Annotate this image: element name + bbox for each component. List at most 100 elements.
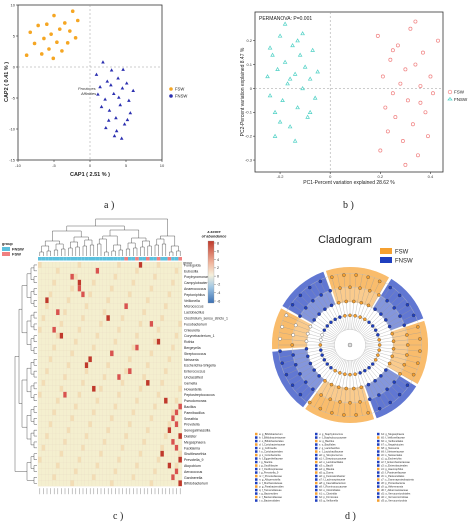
- clade-node: [320, 333, 324, 337]
- heatmap-cell: [113, 433, 118, 440]
- heatmap-cell: [70, 462, 75, 469]
- heatmap-cell: [163, 356, 168, 363]
- heatmap-cell: [127, 309, 132, 316]
- heatmap-cell: [63, 403, 67, 410]
- heatmap-cell: [131, 379, 136, 387]
- clade-node: [367, 320, 371, 325]
- heatmap-cell: [131, 391, 136, 398]
- clade-key-entry: d2: c_Verrucomicrobiae: [381, 495, 409, 499]
- heatmap-cell: [70, 356, 75, 363]
- heatmap-cell: [120, 391, 125, 398]
- heatmap-cell: [37, 444, 42, 451]
- heatmap-cell: [131, 397, 136, 404]
- heatmap-cell: [37, 320, 42, 328]
- heatmap-cell: [167, 362, 172, 369]
- heatmap-cell: [99, 332, 103, 339]
- heatmap-cell: [153, 462, 157, 469]
- heatmap-cell: [142, 273, 147, 280]
- panel-c-row-label: Clostridium_sensu_stricto_1: [184, 317, 228, 321]
- panel-c-legend-tick: -4: [217, 291, 220, 295]
- heatmap-cell: [149, 303, 154, 310]
- heatmap-cell: [138, 297, 143, 304]
- heatmap-cell: [153, 456, 157, 463]
- heatmap-cell: [99, 350, 103, 357]
- clade-key-entry: f: o_Coriobacteriales: [259, 450, 283, 454]
- panel-b-point-fsw: [420, 50, 425, 55]
- heatmap-cell: [178, 374, 183, 381]
- heatmap-cell: [120, 450, 125, 457]
- panel-b-ytick: 0: [250, 86, 253, 91]
- heatmap-cell: [77, 291, 82, 298]
- heatmap-cell: [124, 421, 129, 428]
- heatmap-cell: [81, 474, 85, 481]
- heatmap-cell: [95, 421, 100, 428]
- panel-c-group-cell: [99, 257, 103, 261]
- heatmap-cell: [66, 427, 71, 434]
- heatmap-cell: [135, 356, 139, 363]
- heatmap-cell: [66, 433, 71, 440]
- heatmap-cell: [113, 297, 118, 304]
- heatmap-cell: [88, 427, 93, 434]
- heatmap-cell: [55, 314, 60, 322]
- heatmap-cell: [153, 285, 157, 292]
- heatmap-cell: [102, 462, 107, 469]
- heatmap-cell: [73, 468, 78, 475]
- heatmap-cell: [124, 309, 129, 316]
- heatmap-cell: [127, 350, 132, 357]
- clade-node: [354, 273, 358, 277]
- heatmap-cell: [81, 480, 85, 487]
- panel-c-row-label: Veillonella: [184, 299, 200, 303]
- heatmap-cell: [167, 450, 172, 457]
- heatmap-cell: [48, 427, 53, 434]
- heatmap-cell: [81, 427, 85, 434]
- heatmap-cell: [160, 338, 165, 345]
- heatmap-cell: [153, 444, 157, 451]
- heatmap-cell: [124, 385, 129, 392]
- heatmap-cell: [109, 474, 114, 481]
- clade-node: [370, 362, 375, 366]
- heatmap-cell: [63, 344, 67, 351]
- heatmap-cell: [41, 379, 46, 387]
- heatmap-cell: [142, 344, 147, 351]
- heatmap-cell: [163, 350, 168, 357]
- heatmap-cell: [84, 338, 89, 345]
- heatmap-cell: [52, 309, 57, 316]
- heatmap-cell: [45, 326, 49, 333]
- heatmap-cell: [95, 320, 100, 328]
- heatmap-cell: [37, 338, 42, 345]
- heatmap-cell: [106, 320, 111, 328]
- heatmap-cell: [59, 261, 64, 269]
- heatmap-cell: [160, 356, 165, 363]
- clade-key-swatch: [255, 446, 258, 450]
- heatmap-cell: [135, 344, 139, 351]
- heatmap-cell: [163, 468, 168, 475]
- heatmap-cell: [37, 285, 42, 292]
- clade-node: [367, 365, 371, 370]
- panel-b-point-fsw: [395, 43, 400, 48]
- heatmap-cell: [109, 285, 114, 292]
- heatmap-cell: [99, 314, 103, 322]
- heatmap-cell: [91, 303, 96, 310]
- clade-key-entry: i: g_Slackia: [259, 460, 273, 464]
- panel-b-point-fnsw: [287, 76, 293, 81]
- heatmap-cell: [156, 450, 161, 457]
- heatmap-cell: [95, 356, 100, 363]
- heatmap-cell: [138, 314, 143, 322]
- heatmap-cell: [55, 433, 60, 440]
- heatmap-cell: [171, 297, 175, 304]
- heatmap-cell: [91, 468, 96, 475]
- heatmap-cell: [171, 421, 175, 428]
- clade-key-entry: c9: g_Akkermansia: [381, 485, 404, 489]
- heatmap-cell: [171, 403, 175, 410]
- heatmap-cell: [174, 474, 179, 481]
- heatmap-cell: [153, 450, 157, 457]
- heatmap-cell: [171, 356, 175, 363]
- heatmap-cell: [149, 297, 154, 304]
- heatmap-cell: [131, 421, 136, 428]
- clade-node: [359, 301, 364, 305]
- heatmap-cell: [59, 450, 64, 457]
- heatmap-cell: [63, 326, 67, 333]
- clade-key-entry: x: o_Bacillales: [319, 443, 336, 447]
- heatmap-cell: [66, 332, 71, 339]
- heatmap-cell: [131, 433, 136, 440]
